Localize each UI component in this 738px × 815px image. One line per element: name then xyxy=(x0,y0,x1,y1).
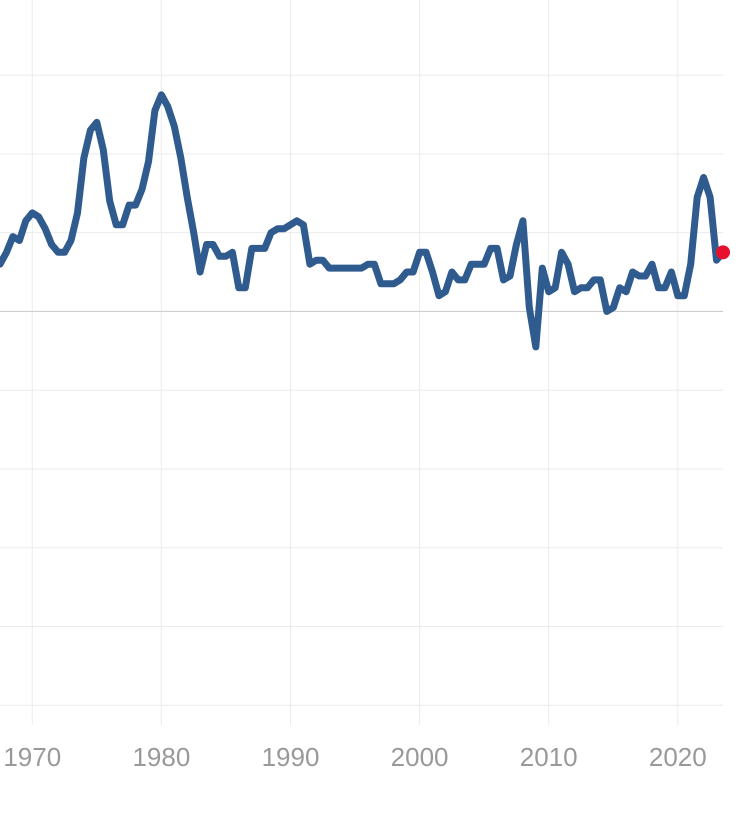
marker-layer xyxy=(716,245,730,260)
x-tick-label: 1970 xyxy=(3,742,61,772)
series-layer xyxy=(0,91,727,351)
x-tick-label: 1990 xyxy=(262,742,320,772)
x-tick-label: 2010 xyxy=(520,742,578,772)
last-point-marker xyxy=(716,245,730,260)
x-axis-ticks: 1970 1980 1990 2000 2010 2020 xyxy=(3,742,706,772)
x-tick-label: 2000 xyxy=(391,742,449,772)
gridlines xyxy=(0,0,723,725)
series-line xyxy=(0,91,727,351)
x-tick-label: 2020 xyxy=(649,742,707,772)
x-tick-label: 1980 xyxy=(132,742,190,772)
